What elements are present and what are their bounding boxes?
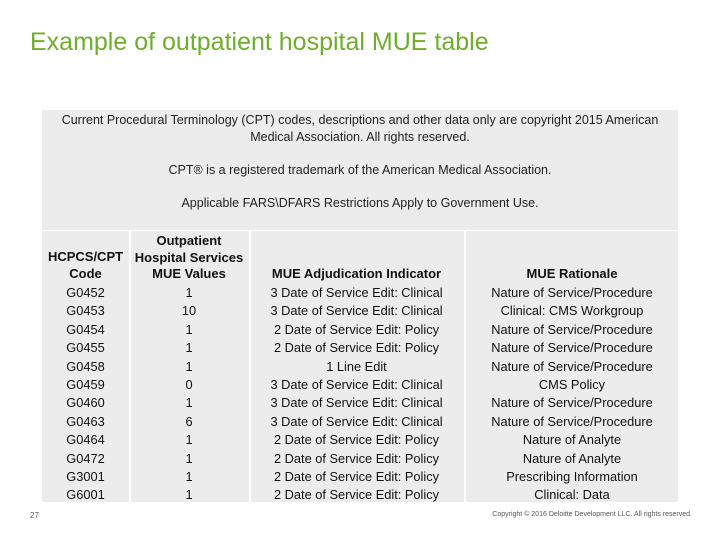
table-row: G0453 10 3 Date of Service Edit: Clinica… — [42, 302, 678, 320]
code-cell: G0459 — [66, 376, 105, 392]
copyright-notice: Current Procedural Terminology (CPT) cod… — [61, 113, 659, 144]
trademark-notice: CPT® is a registered trademark of the Am… — [168, 163, 552, 177]
header-code-line: HCPCS/CPT — [47, 249, 124, 264]
indicator-cell: 2 Date of Service Edit: Policy — [273, 432, 439, 448]
code-cell: G0454 — [66, 321, 105, 337]
indicator-cell: 2 Date of Service Edit: Policy — [273, 468, 439, 484]
code-cell: G6001 — [66, 487, 105, 503]
code-cell: G0455 — [66, 340, 105, 356]
table-row: G0455 1 2 Date of Service Edit: Policy N… — [42, 339, 678, 357]
value-cell: 1 — [185, 285, 193, 300]
restrictions-notice: Applicable FARS\DFARS Restrictions Apply… — [181, 196, 539, 210]
footer-copyright: Copyright © 2016 Deloitte Development LL… — [492, 511, 692, 518]
value-cell: 1 — [185, 468, 193, 484]
table-row: G0460 1 3 Date of Service Edit: Clinical… — [42, 394, 678, 412]
indicator-cell: 3 Date of Service Edit: Clinical — [270, 285, 443, 300]
code-cell: G0453 — [66, 303, 105, 319]
header-code-line: Code — [69, 265, 102, 281]
indicator-cell: 3 Date of Service Edit: Clinical — [270, 303, 443, 319]
indicator-cell: 1 Line Edit — [326, 358, 387, 374]
table-row: G0458 1 1 Line Edit Nature of Service/Pr… — [42, 358, 678, 376]
indicator-cell: 2 Date of Service Edit: Policy — [273, 340, 439, 356]
table-row: G0452 1 3 Date of Service Edit: Clinical… — [42, 284, 678, 302]
value-cell: 1 — [185, 358, 193, 374]
code-cell: G0458 — [66, 358, 105, 374]
indicator-cell: 3 Date of Service Edit: Clinical — [270, 395, 443, 411]
table-panel — [42, 110, 678, 502]
indicator-cell: 3 Date of Service Edit: Clinical — [270, 413, 443, 429]
column-divider — [249, 230, 251, 502]
value-cell: 1 — [185, 340, 193, 356]
rationale-cell: Nature of Analyte — [522, 450, 622, 466]
table-row: G0463 6 3 Date of Service Edit: Clinical… — [42, 413, 678, 431]
code-cell: G0464 — [66, 432, 105, 448]
value-cell: 0 — [185, 376, 193, 392]
column-divider — [464, 230, 466, 502]
table-row: G0459 0 3 Date of Service Edit: Clinical… — [42, 376, 678, 394]
rationale-cell: Nature of Service/Procedure — [491, 413, 653, 429]
page-number: 27 — [30, 511, 39, 520]
indicator-cell: 3 Date of Service Edit: Clinical — [270, 376, 443, 392]
value-cell: 10 — [181, 303, 197, 319]
value-cell: 1 — [185, 487, 193, 503]
code-cell: G0452 — [66, 285, 105, 300]
table-row: G3001 1 2 Date of Service Edit: Policy P… — [42, 468, 678, 486]
rationale-cell: Nature of Service/Procedure — [491, 321, 653, 337]
indicator-cell: 2 Date of Service Edit: Policy — [273, 321, 439, 337]
value-cell: 1 — [185, 450, 193, 466]
table-row: G0464 1 2 Date of Service Edit: Policy N… — [42, 431, 678, 449]
value-cell: 6 — [185, 413, 193, 429]
rationale-cell: Clinical: Data — [534, 487, 610, 503]
code-cell: G0463 — [66, 413, 105, 429]
rationale-cell: CMS Policy — [538, 376, 606, 392]
indicator-cell: 2 Date of Service Edit: Policy — [273, 450, 439, 466]
slide-title: Example of outpatient hospital MUE table — [30, 28, 489, 56]
header-rationale: MUE Rationale — [466, 266, 678, 283]
header-code: HCPCS/CPT Code — [42, 249, 129, 282]
header-rationale-label: MUE Rationale — [526, 266, 618, 281]
code-cell: G0472 — [66, 450, 105, 466]
value-cell: 1 — [185, 395, 193, 411]
rationale-cell: Nature of Service/Procedure — [491, 285, 653, 300]
header-values-line: Hospital Services — [134, 249, 244, 265]
header-mue-values: Outpatient Hospital Services MUE Values — [129, 233, 249, 283]
table-row: G0472 1 2 Date of Service Edit: Policy N… — [42, 450, 678, 468]
table-body: G0452 1 3 Date of Service Edit: Clinical… — [42, 284, 678, 505]
indicator-cell: 2 Date of Service Edit: Policy — [273, 487, 439, 503]
code-cell: G3001 — [66, 468, 105, 484]
table-row: G0454 1 2 Date of Service Edit: Policy N… — [42, 321, 678, 339]
value-cell: 1 — [185, 321, 193, 337]
header-indicator-label: MUE Adjudication Indicator — [271, 266, 442, 281]
table-top-divider — [42, 230, 678, 231]
header-indicator: MUE Adjudication Indicator — [249, 266, 464, 283]
rationale-cell: Clinical: CMS Workgroup — [500, 303, 644, 319]
value-cell: 1 — [185, 432, 193, 448]
code-cell: G0460 — [66, 395, 105, 411]
rationale-cell: Nature of Analyte — [522, 432, 622, 448]
rationale-cell: Nature of Service/Procedure — [491, 358, 653, 374]
column-divider — [129, 230, 131, 502]
rationale-cell: Prescribing Information — [506, 468, 638, 484]
header-values-line: Outpatient — [156, 233, 222, 248]
rationale-cell: Nature of Service/Procedure — [491, 340, 653, 356]
header-values-line: MUE Values — [152, 266, 226, 281]
table-row: G6001 1 2 Date of Service Edit: Policy C… — [42, 486, 678, 504]
rationale-cell: Nature of Service/Procedure — [491, 395, 653, 411]
